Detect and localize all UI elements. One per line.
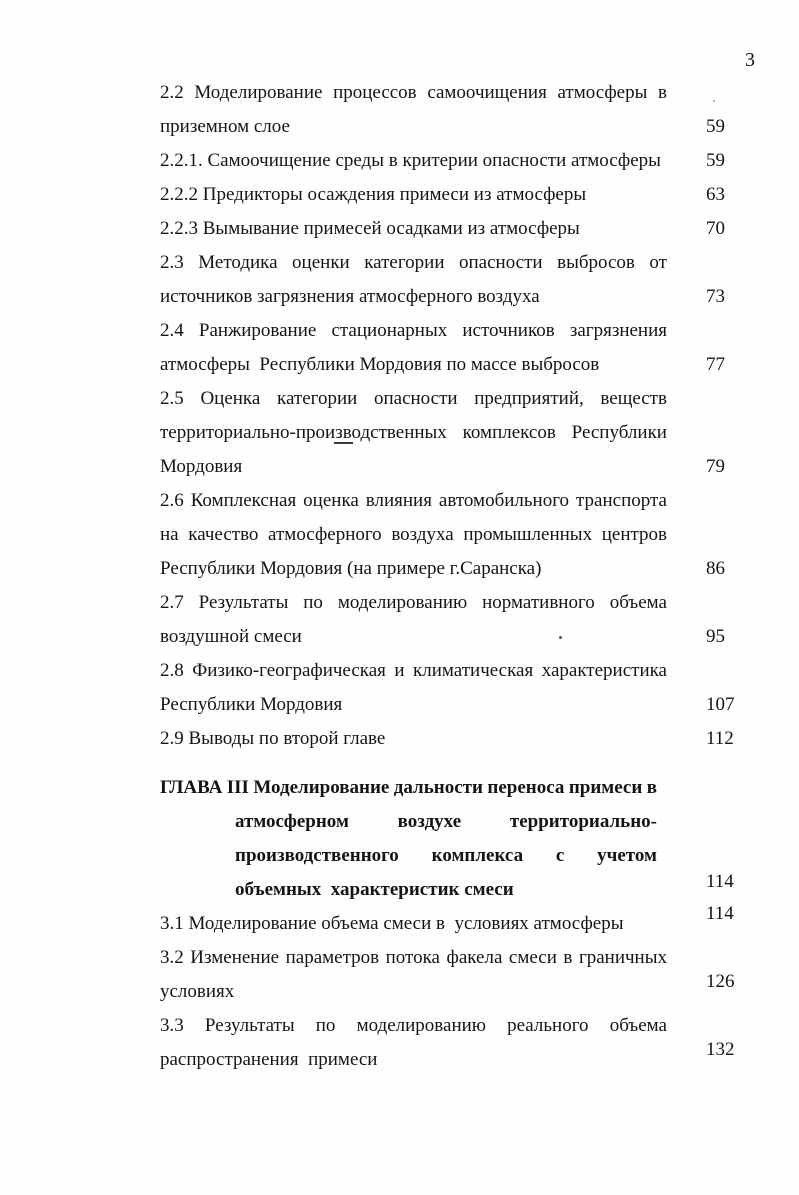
toc-entry-line: 2.9 Выводы по второй главе <box>160 728 386 749</box>
toc-entry: 3.2 Изменение параметров потока факела смеси в… <box>160 941 760 1009</box>
toc-entry-line: 3.1 Моделирование объема смеси в условия… <box>160 913 624 934</box>
toc-entry: 2.9 Выводы по второй главе 112 <box>160 722 760 756</box>
toc-page-number: 79 <box>706 456 725 477</box>
toc-entry: 2.4 Ранжирование стационарных источников заг… <box>160 314 760 382</box>
toc-entry-line: приземном слое <box>160 116 290 137</box>
toc-entry-line: 2.2.2 Предикторы осаждения примеси из ат… <box>160 184 587 205</box>
toc-entry-line: 2.6 Комплексная оценка влияния автомобильног… <box>160 490 667 511</box>
toc-entry-line: ГЛАВА III Моделирование дальности переноса пр… <box>160 777 657 798</box>
toc-entry-line: 2.2 Моделирование процессов самоочищения атм… <box>160 82 667 103</box>
toc-entry-line: 2.8 Физико-географическая и климатическая ха… <box>160 660 667 681</box>
toc-entry: 2.2.3 Вымывание примесей осадками из атм… <box>160 212 760 246</box>
toc-entry-line: 2.2.1. Самоочищение среды в критерии опа… <box>160 150 661 171</box>
toc-page-number: 86 <box>706 558 725 579</box>
toc-entry-line: Республики Мордовия (на примере г.Саранс… <box>160 558 542 579</box>
page-number-header: 3 <box>745 49 755 71</box>
scan-artifact-dot <box>713 100 715 102</box>
toc-page-number: 59 <box>706 116 725 137</box>
toc-page-number: 112 <box>706 728 734 749</box>
toc-entry-line: 3.3 Результаты по моделированию реального объ… <box>160 1015 667 1036</box>
toc-page-number: 95 <box>706 626 725 647</box>
toc-entry-line: Республики Мордовия <box>160 694 343 715</box>
toc-entry-line: распространения примеси <box>160 1049 378 1070</box>
toc-entry-line: условиях <box>160 981 235 1002</box>
toc-entry: 3.3 Результаты по моделированию реального объ… <box>160 1009 760 1077</box>
table-of-contents: 2.2 Моделирование процессов самоочищения атм… <box>160 76 760 1077</box>
scan-artifact-underline <box>334 442 353 444</box>
toc-entry: 2.2.1. Самоочищение среды в критерии опа… <box>160 144 760 178</box>
toc-entry: 2.6 Комплексная оценка влияния автомобильног… <box>160 484 760 586</box>
toc-page-number: 114 <box>706 871 734 892</box>
toc-entry-line: 2.5 Оценка категории опасности предприятий, в… <box>160 388 667 409</box>
toc-entry-line: 2.4 Ранжирование стационарных источников заг… <box>160 320 667 341</box>
toc-entry-line: источников загрязнения атмосферного возд… <box>160 286 540 307</box>
toc-page-number: 126 <box>706 971 735 992</box>
toc-entry: 2.5 Оценка категории опасности предприятий, в… <box>160 382 760 484</box>
toc-entry-line: Мордовия <box>160 456 243 477</box>
toc-entry-line: объемных характеристик смеси <box>235 879 514 900</box>
toc-entry-line: атмосферном воздухе территориально- <box>235 811 657 832</box>
toc-entry-line: 2.7 Результаты по моделированию нормативного… <box>160 592 667 613</box>
toc-entry: 2.3 Методика оценки категории опасности выбро… <box>160 246 760 314</box>
toc-page-number: 77 <box>706 354 725 375</box>
toc-page-number: 73 <box>706 286 725 307</box>
toc-entry-line: на качество атмосферного воздуха промышленны… <box>160 524 667 545</box>
toc-entry-line: воздушной смеси <box>160 626 302 647</box>
toc-entry: ГЛАВА III Моделирование дальности переноса пр… <box>160 771 760 907</box>
scan-artifact-dot <box>559 636 562 639</box>
toc-page-number: 132 <box>706 1039 735 1060</box>
toc-entry-line: производственного комплекса с учетом <box>235 845 657 866</box>
toc-page-number: 63 <box>706 184 725 205</box>
toc-entry-line: 2.3 Методика оценки категории опасности выбро… <box>160 252 667 273</box>
toc-page-number: 70 <box>706 218 725 239</box>
toc-entry: 3.1 Моделирование объема смеси в условия… <box>160 903 760 941</box>
toc-page-number: 107 <box>706 694 735 715</box>
toc-entry-line: 3.2 Изменение параметров потока факела смеси в… <box>160 947 667 968</box>
toc-entry-line: территориально-производственных комплексо… <box>160 422 667 443</box>
toc-entry: 2.2.2 Предикторы осаждения примеси из ат… <box>160 178 760 212</box>
toc-page-number: 114 <box>706 903 734 924</box>
toc-page-number: 59 <box>706 150 725 171</box>
toc-entry: 2.7 Результаты по моделированию нормативного… <box>160 586 760 654</box>
toc-entry-line: атмосферы Республики Мордовия по массе в… <box>160 354 600 375</box>
toc-entry-line: 2.2.3 Вымывание примесей осадками из атм… <box>160 218 580 239</box>
toc-entry: 2.2 Моделирование процессов самоочищения атм… <box>160 76 760 144</box>
toc-entry: 2.8 Физико-географическая и климатическая ха… <box>160 654 760 722</box>
